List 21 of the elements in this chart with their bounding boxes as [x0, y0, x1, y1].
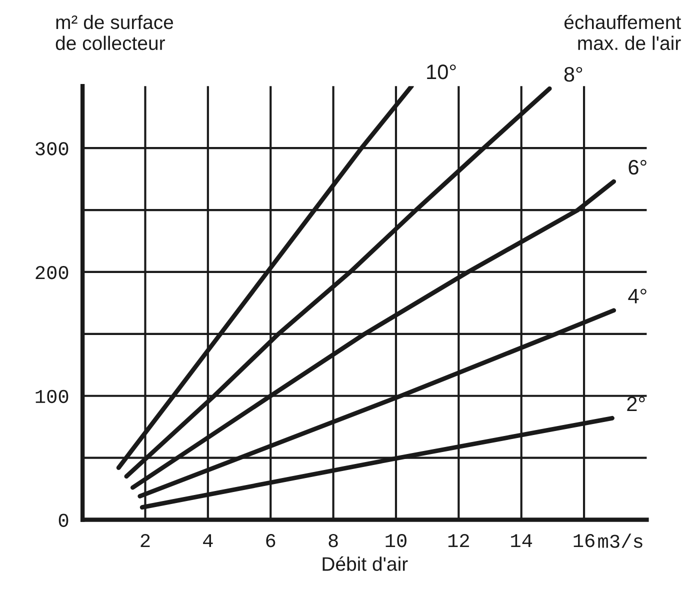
text: m3/s — [598, 534, 642, 548]
x-tick-label: 12 — [448, 534, 469, 548]
legend-title: échauffement max. de l'air — [564, 14, 681, 50]
y-tick-label: 100 — [36, 390, 68, 404]
x-tick-label: 2 — [140, 534, 150, 548]
series-label: 8° — [564, 66, 582, 82]
series-label: 10° — [427, 64, 456, 80]
x-tick-label: 6 — [266, 534, 276, 548]
series-label: 2° — [627, 396, 645, 412]
series-label: 6° — [628, 160, 646, 175]
y-axis-title: m² de surface de collecteur — [56, 14, 174, 50]
x-tick-label: 10 — [386, 534, 406, 548]
x-tick-label: 16 — [574, 534, 594, 548]
x-tick-label: 14 — [511, 534, 532, 548]
x-axis-title: Débit d'air — [322, 556, 408, 571]
y-tick-label: 0 — [58, 514, 68, 527]
y-tick-label: 200 — [36, 266, 68, 280]
y-tick-label: 300 — [36, 142, 68, 156]
series-label: 4° — [628, 288, 646, 304]
x-tick-label: 8 — [328, 534, 338, 548]
x-tick-label: 4 — [203, 534, 213, 548]
